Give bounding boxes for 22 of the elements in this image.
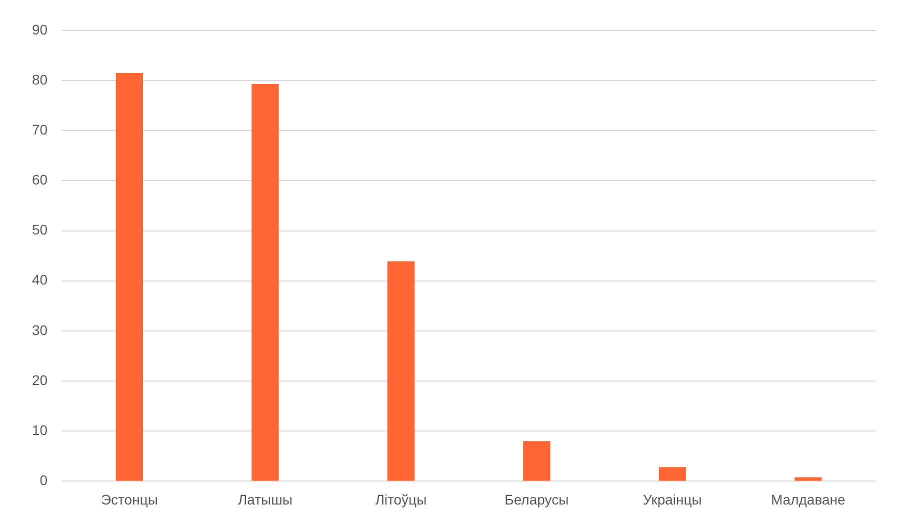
x-tick-label: Эстонцы — [100, 491, 158, 508]
x-tick-label: Малдаване — [770, 491, 846, 508]
bar — [387, 261, 414, 481]
y-tick-label: 10 — [32, 422, 48, 438]
x-tick-label: Літоўцы — [375, 491, 427, 508]
y-tick-label: 20 — [32, 372, 48, 388]
x-tick-label: Украінцы — [642, 491, 702, 508]
y-tick-label: 30 — [32, 322, 48, 338]
y-tick-label: 50 — [32, 222, 48, 238]
bar — [523, 441, 550, 481]
bar — [252, 84, 279, 481]
y-tick-label: 40 — [32, 272, 48, 288]
bar — [794, 477, 822, 481]
x-tick-label: Беларусы — [504, 491, 569, 508]
y-tick-label: 70 — [32, 121, 48, 138]
y-tick-label: 80 — [32, 71, 48, 88]
y-tick-label: 90 — [32, 21, 48, 38]
bar — [658, 467, 686, 481]
y-tick-label: 60 — [32, 172, 48, 188]
x-tick-label: Латышы — [238, 491, 292, 508]
bar — [116, 72, 144, 481]
y-tick-label: 0 — [40, 472, 48, 488]
